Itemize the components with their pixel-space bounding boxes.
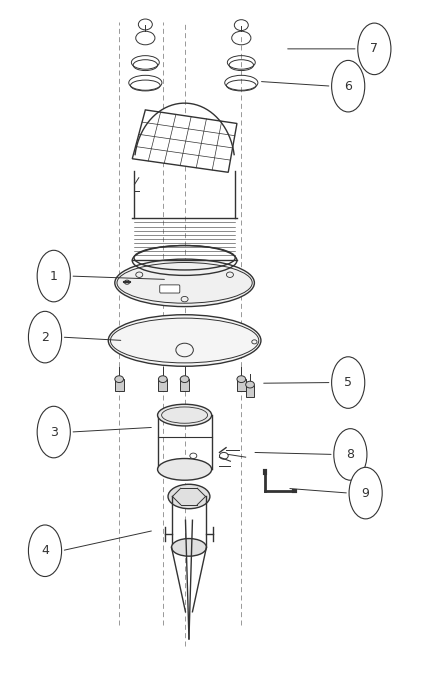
Ellipse shape (168, 484, 209, 509)
Text: 7: 7 (370, 42, 378, 55)
Ellipse shape (115, 259, 254, 306)
FancyBboxPatch shape (237, 379, 245, 392)
FancyBboxPatch shape (158, 379, 167, 392)
Text: 3: 3 (49, 426, 57, 439)
Ellipse shape (115, 376, 123, 383)
FancyBboxPatch shape (115, 379, 123, 392)
Circle shape (348, 467, 381, 519)
Circle shape (357, 23, 390, 75)
Polygon shape (132, 110, 237, 172)
Circle shape (331, 357, 364, 409)
FancyBboxPatch shape (159, 285, 180, 293)
Ellipse shape (108, 315, 260, 366)
Circle shape (28, 311, 61, 363)
FancyBboxPatch shape (180, 379, 188, 392)
Ellipse shape (171, 539, 206, 556)
Circle shape (331, 61, 364, 112)
Ellipse shape (158, 376, 167, 383)
Text: 2: 2 (41, 330, 49, 344)
Ellipse shape (245, 381, 254, 388)
Text: 1: 1 (49, 270, 57, 283)
FancyBboxPatch shape (245, 385, 254, 397)
Circle shape (37, 407, 70, 458)
Text: 9: 9 (361, 487, 369, 500)
Circle shape (333, 428, 366, 480)
Circle shape (37, 251, 70, 302)
Text: 4: 4 (41, 544, 49, 557)
Circle shape (28, 525, 61, 577)
Ellipse shape (180, 376, 188, 383)
Text: 6: 6 (343, 80, 351, 93)
Text: 8: 8 (346, 448, 353, 461)
Ellipse shape (157, 405, 211, 426)
Ellipse shape (237, 376, 245, 383)
Text: 5: 5 (343, 376, 351, 389)
Ellipse shape (157, 458, 211, 480)
